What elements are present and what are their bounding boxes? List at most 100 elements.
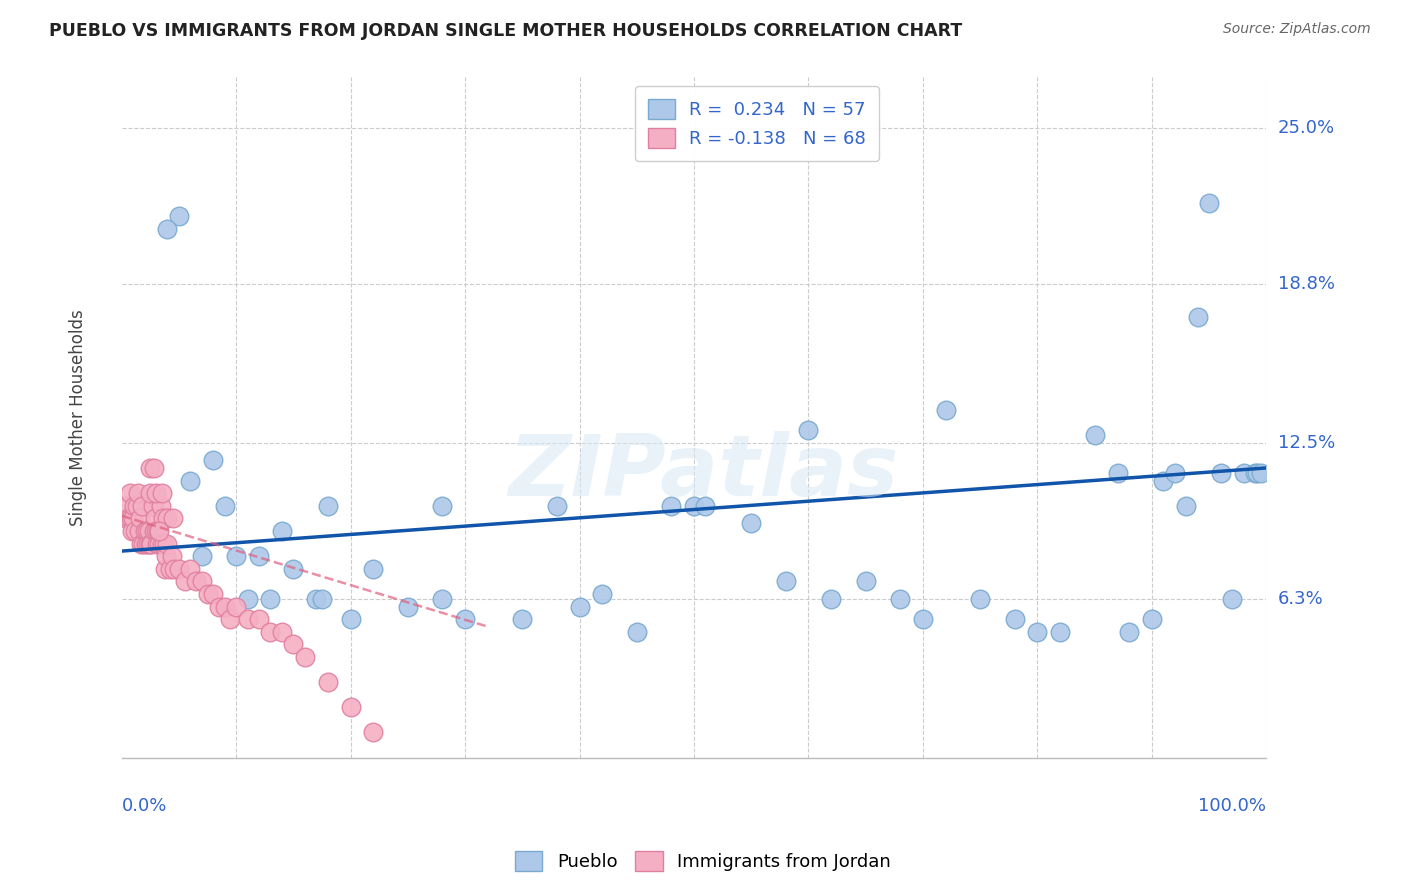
Point bbox=[117, 499, 139, 513]
Point bbox=[191, 549, 214, 563]
Point bbox=[683, 499, 706, 513]
Point bbox=[339, 612, 361, 626]
Legend: R =  0.234   N = 57, R = -0.138   N = 68: R = 0.234 N = 57, R = -0.138 N = 68 bbox=[636, 87, 879, 161]
Point bbox=[1187, 310, 1209, 324]
Point bbox=[546, 499, 568, 513]
Point bbox=[305, 591, 328, 606]
Text: 18.8%: 18.8% bbox=[1278, 275, 1334, 293]
Point bbox=[1246, 466, 1268, 480]
Point bbox=[214, 599, 236, 614]
Point bbox=[889, 591, 911, 606]
Point bbox=[129, 511, 152, 525]
Point bbox=[202, 453, 225, 467]
Text: 0.0%: 0.0% bbox=[122, 797, 167, 814]
Point bbox=[124, 524, 146, 538]
Text: 6.3%: 6.3% bbox=[1278, 590, 1323, 608]
Point bbox=[167, 562, 190, 576]
Point bbox=[219, 612, 242, 626]
Point bbox=[139, 461, 162, 475]
Point bbox=[150, 536, 173, 550]
Point bbox=[247, 612, 270, 626]
Point bbox=[145, 524, 167, 538]
Point bbox=[1004, 612, 1026, 626]
Point bbox=[236, 612, 259, 626]
Point bbox=[294, 649, 316, 664]
Point bbox=[121, 524, 143, 538]
Point bbox=[820, 591, 842, 606]
Point bbox=[156, 536, 179, 550]
Point bbox=[152, 511, 174, 525]
Point bbox=[202, 587, 225, 601]
Point bbox=[1198, 196, 1220, 211]
Point bbox=[150, 486, 173, 500]
Point bbox=[167, 209, 190, 223]
Point bbox=[214, 499, 236, 513]
Point bbox=[626, 624, 648, 639]
Point bbox=[135, 536, 157, 550]
Point bbox=[236, 591, 259, 606]
Point bbox=[162, 511, 184, 525]
Point bbox=[143, 511, 166, 525]
Point bbox=[127, 486, 149, 500]
Point bbox=[117, 511, 139, 525]
Point bbox=[156, 511, 179, 525]
Point bbox=[155, 549, 177, 563]
Point bbox=[1118, 624, 1140, 639]
Point bbox=[775, 574, 797, 589]
Point bbox=[160, 549, 183, 563]
Point bbox=[225, 599, 247, 614]
Point bbox=[122, 499, 145, 513]
Point bbox=[139, 486, 162, 500]
Point bbox=[179, 562, 201, 576]
Point bbox=[148, 524, 170, 538]
Point bbox=[153, 562, 176, 576]
Point bbox=[311, 591, 333, 606]
Point bbox=[911, 612, 934, 626]
Point bbox=[142, 524, 165, 538]
Point bbox=[149, 499, 172, 513]
Point bbox=[339, 700, 361, 714]
Text: PUEBLO VS IMMIGRANTS FROM JORDAN SINGLE MOTHER HOUSEHOLDS CORRELATION CHART: PUEBLO VS IMMIGRANTS FROM JORDAN SINGLE … bbox=[49, 22, 963, 40]
Legend: Pueblo, Immigrants from Jordan: Pueblo, Immigrants from Jordan bbox=[508, 844, 898, 879]
Point bbox=[454, 612, 477, 626]
Point bbox=[191, 574, 214, 589]
Point bbox=[1164, 466, 1187, 480]
Point bbox=[122, 511, 145, 525]
Point bbox=[145, 486, 167, 500]
Point bbox=[114, 511, 136, 525]
Point bbox=[1107, 466, 1129, 480]
Point bbox=[1152, 474, 1174, 488]
Point bbox=[148, 536, 170, 550]
Point bbox=[148, 524, 170, 538]
Text: 100.0%: 100.0% bbox=[1198, 797, 1267, 814]
Point bbox=[139, 536, 162, 550]
Point bbox=[138, 524, 160, 538]
Point bbox=[120, 511, 142, 525]
Point bbox=[141, 536, 163, 550]
Point bbox=[271, 624, 294, 639]
Point bbox=[510, 612, 533, 626]
Point bbox=[855, 574, 877, 589]
Point bbox=[163, 562, 186, 576]
Point bbox=[128, 524, 150, 538]
Point bbox=[797, 423, 820, 437]
Text: Source: ZipAtlas.com: Source: ZipAtlas.com bbox=[1223, 22, 1371, 37]
Point bbox=[740, 516, 762, 531]
Text: Single Mother Households: Single Mother Households bbox=[69, 310, 87, 526]
Point bbox=[568, 599, 591, 614]
Point bbox=[1250, 466, 1272, 480]
Point bbox=[134, 524, 156, 538]
Point bbox=[1244, 466, 1267, 480]
Point bbox=[156, 221, 179, 235]
Point bbox=[247, 549, 270, 563]
Point bbox=[695, 499, 717, 513]
Point bbox=[173, 574, 195, 589]
Point bbox=[132, 536, 155, 550]
Point bbox=[283, 562, 305, 576]
Point bbox=[969, 591, 991, 606]
Point bbox=[271, 524, 294, 538]
Point bbox=[1026, 624, 1049, 639]
Point bbox=[259, 624, 281, 639]
Point bbox=[146, 536, 169, 550]
Point bbox=[283, 637, 305, 651]
